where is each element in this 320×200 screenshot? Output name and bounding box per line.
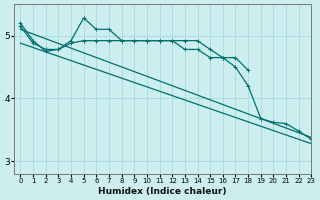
X-axis label: Humidex (Indice chaleur): Humidex (Indice chaleur): [99, 187, 227, 196]
